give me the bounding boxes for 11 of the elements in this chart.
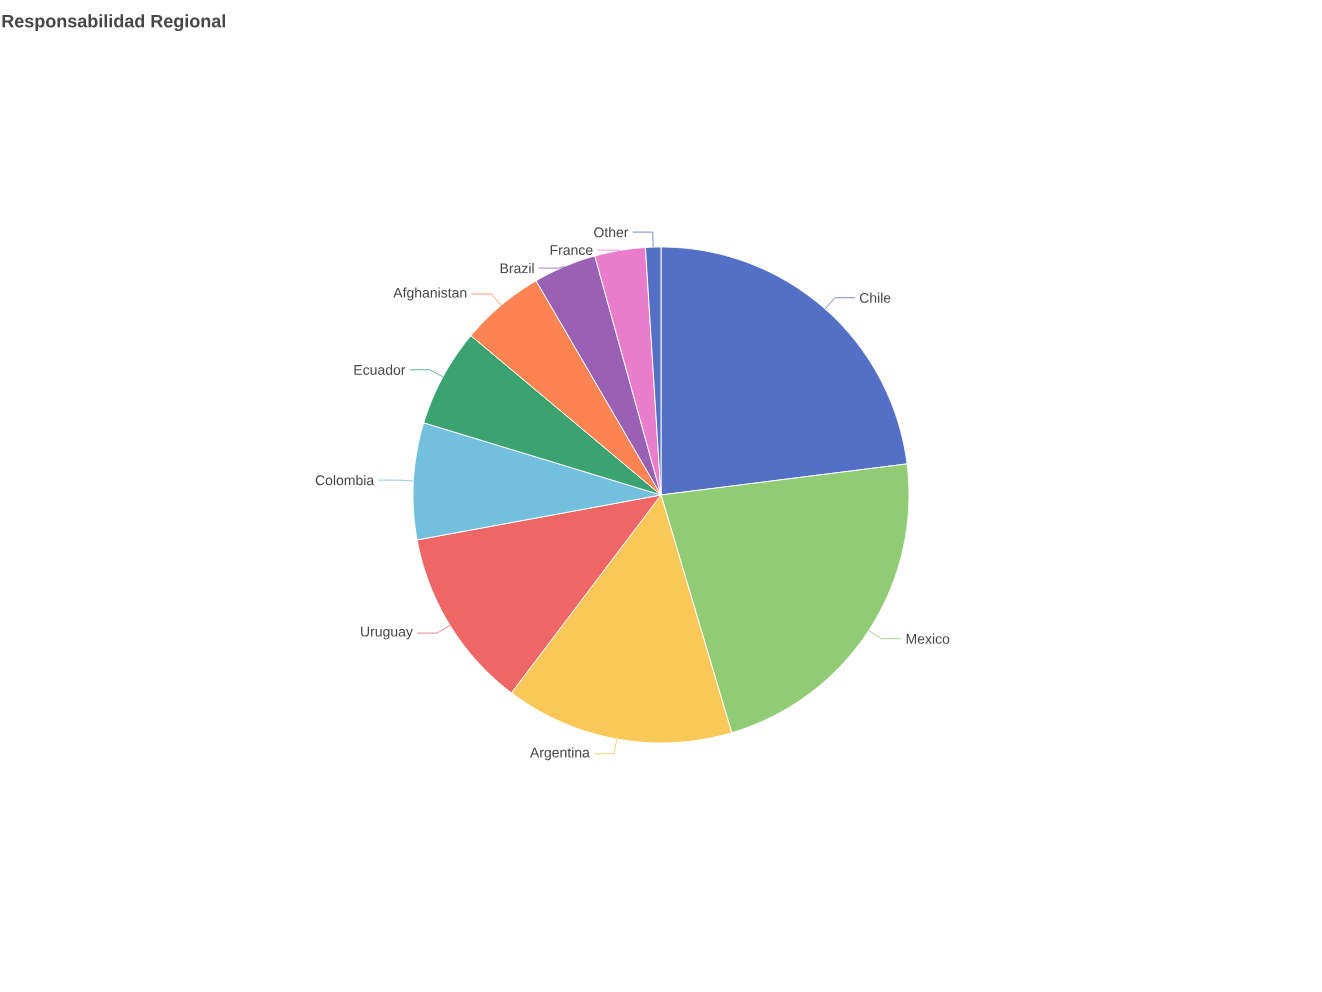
slice-label: Afghanistan: [393, 287, 467, 301]
slice-label: Other: [594, 226, 629, 238]
slice-label: Ecuador: [354, 364, 406, 375]
slice-label: France: [550, 245, 593, 256]
slice-label: Brazil: [500, 262, 534, 274]
text: Responsabilidad Regional: [2, 14, 226, 32]
slice-label: Argentina: [529, 747, 590, 761]
slice-label: Chile: [859, 292, 891, 303]
slice-label: Colombia: [315, 474, 375, 486]
slice-label: Uruguay: [361, 626, 413, 640]
slice-label: Mexico: [906, 633, 950, 644]
